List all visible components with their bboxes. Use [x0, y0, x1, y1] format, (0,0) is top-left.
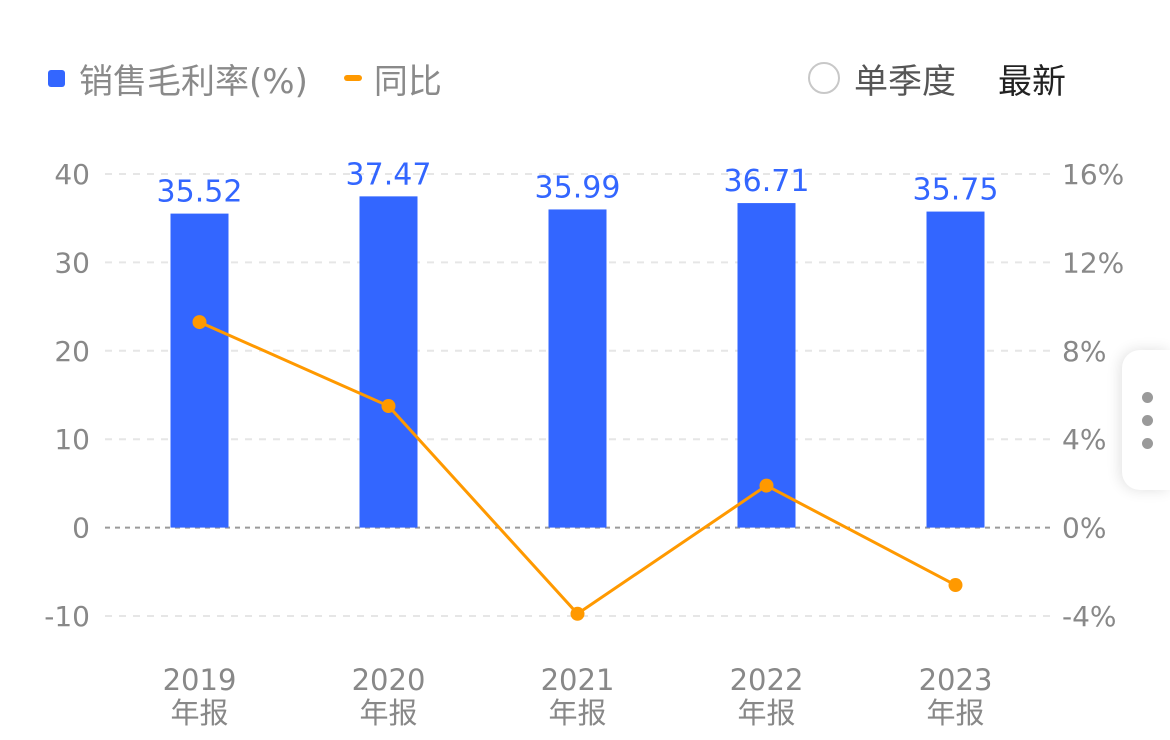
bar — [737, 203, 796, 528]
x-tick-label-period: 年报 — [170, 696, 228, 730]
y-left-tick-label: -10 — [44, 600, 90, 633]
x-tick-label-period: 年报 — [548, 696, 606, 730]
legend-item-gross-margin[interactable]: 销售毛利率(%) — [48, 54, 308, 103]
line-swatch-icon — [343, 75, 362, 81]
latest-button[interactable]: 最新 — [998, 61, 1066, 102]
yoy-point — [192, 315, 207, 330]
y-right-tick-label: -4% — [1062, 600, 1117, 633]
bar-value-label: 35.52 — [157, 175, 243, 210]
y-left-tick-label: 10 — [54, 423, 90, 456]
y-left-tick-label: 0 — [72, 512, 90, 545]
bar — [170, 213, 229, 528]
yoy-point — [759, 478, 774, 493]
quarter-toggle-label[interactable]: 单季度 — [854, 61, 956, 102]
y-right-tick-label: 12% — [1062, 246, 1124, 279]
yoy-point — [570, 606, 585, 621]
x-tick-label-year: 2020 — [352, 663, 426, 697]
yoy-point — [948, 578, 963, 593]
x-tick-label-period: 年报 — [359, 696, 417, 730]
bar-value-label: 36.71 — [724, 164, 810, 199]
chart-legend: 销售毛利率(%) 同比 — [48, 52, 478, 104]
more-vertical-icon-dot — [1142, 438, 1153, 449]
more-vertical-icon — [1142, 392, 1153, 403]
y-right-tick-label: 8% — [1062, 335, 1106, 368]
bar — [548, 209, 607, 528]
y-left-tick-label: 40 — [54, 158, 90, 191]
x-tick-label-year: 2021 — [541, 663, 615, 697]
quarter-radio-icon[interactable] — [808, 62, 840, 94]
bar-value-label: 35.75 — [913, 173, 999, 208]
bar — [359, 196, 418, 528]
y-right-tick-label: 4% — [1062, 423, 1106, 456]
bar-value-label: 37.47 — [346, 157, 432, 192]
chart-controls: 单季度 最新 — [808, 52, 1066, 104]
y-left-tick-label: 20 — [54, 335, 90, 368]
x-tick-label-period: 年报 — [737, 696, 795, 730]
side-menu-handle[interactable] — [1122, 350, 1170, 490]
more-vertical-icon-dot — [1142, 415, 1153, 426]
legend-item-yoy[interactable]: 同比 — [343, 54, 442, 103]
bar — [926, 211, 985, 528]
x-tick-label-year: 2019 — [163, 663, 237, 697]
y-right-tick-label: 16% — [1062, 158, 1124, 191]
bar-swatch-icon — [48, 69, 65, 87]
x-tick-label-year: 2022 — [730, 663, 804, 697]
yoy-point — [381, 399, 396, 414]
legend-label-gross-margin: 销售毛利率(%) — [79, 61, 308, 102]
x-tick-label-period: 年报 — [926, 696, 984, 730]
y-right-tick-label: 0% — [1062, 512, 1106, 545]
x-tick-label-year: 2023 — [919, 663, 993, 697]
y-left-tick-label: 30 — [54, 246, 90, 279]
legend-label-yoy: 同比 — [373, 61, 442, 102]
bar-value-label: 35.99 — [535, 170, 621, 205]
